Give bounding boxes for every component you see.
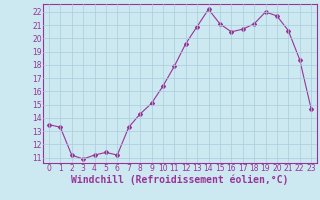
X-axis label: Windchill (Refroidissement éolien,°C): Windchill (Refroidissement éolien,°C) <box>71 175 289 185</box>
